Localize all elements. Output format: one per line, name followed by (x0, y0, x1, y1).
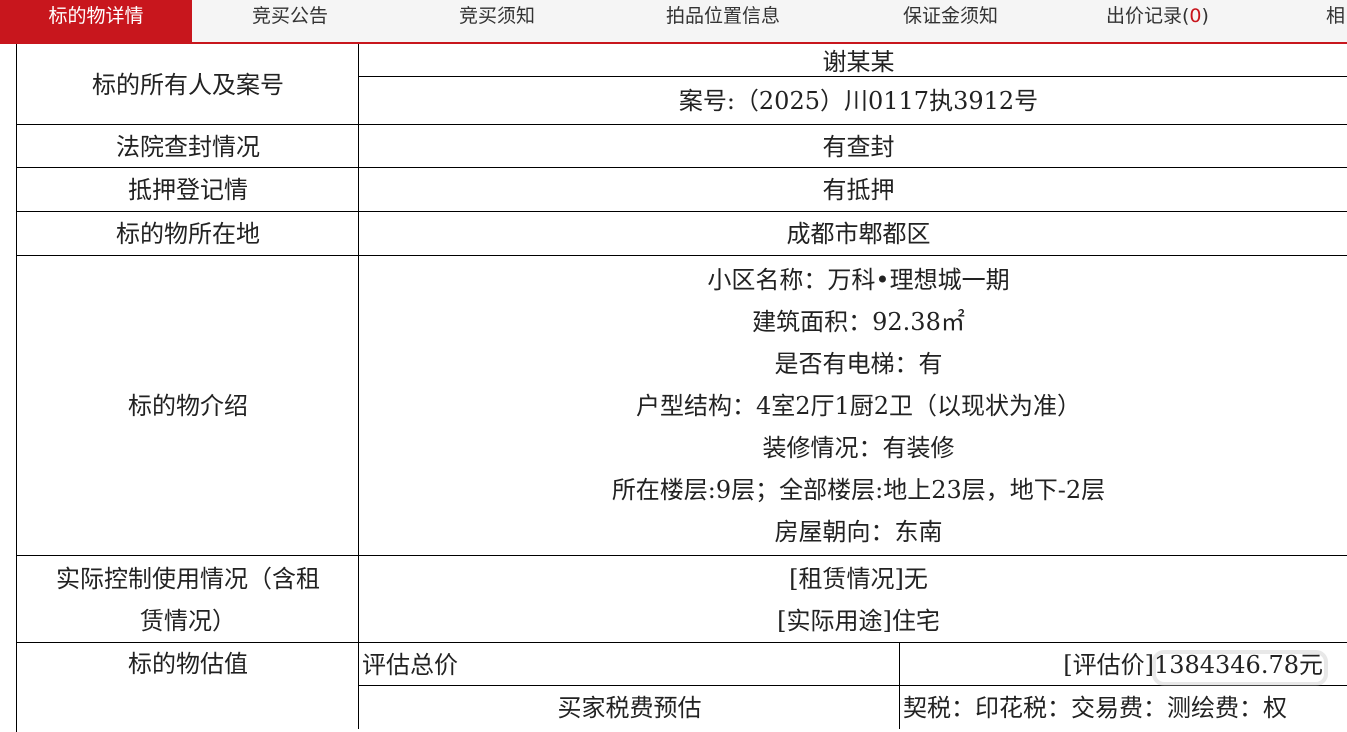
bid-count: 0 (1189, 5, 1202, 27)
tab-deposit[interactable]: 保证金须知 (903, 5, 999, 27)
seal-label: 法院查封情况 (16, 124, 359, 168)
valuation-value: [评估价]1384346.78元 (899, 642, 1347, 686)
intro-line: 是否有电梯：有 (774, 350, 943, 378)
tab-related[interactable]: 相 (1326, 5, 1346, 27)
mortgage-value: 有抵押 (358, 167, 1347, 212)
intro-line: 户型结构：4室2厅1厨2卫（以现状为准） (635, 392, 1082, 420)
control-label-line: 赁情况） (140, 606, 236, 635)
tab-bid-record[interactable]: 出价记录(0) (1106, 0, 1209, 42)
valuation-label: 标的物估值 (16, 642, 359, 732)
control-line: [租赁情况]无 (789, 564, 928, 593)
intro-line: 建筑面积：92.38㎡ (752, 308, 965, 336)
tax-label: 买家税费预估 (358, 685, 900, 729)
tab-location[interactable]: 拍品位置信息 (666, 5, 781, 27)
tab-announcement[interactable]: 竞买公告 (252, 5, 329, 27)
location-value: 成都市郫都区 (358, 211, 1347, 256)
intro-label: 标的物介绍 (16, 255, 359, 556)
case-number: 案号:（2025）川0117执3912号 (358, 76, 1347, 125)
intro-line: 小区名称：万科•理想城一期 (707, 266, 1010, 294)
intro-line: 所在楼层:9层；全部楼层:地上23层，地下-2层 (611, 476, 1106, 504)
valuation-sub-label: 评估总价 (358, 642, 900, 686)
owner-name: 谢某某 (358, 44, 1347, 77)
tab-label: 出价记录( (1106, 5, 1190, 27)
seal-value: 有查封 (358, 124, 1347, 168)
owner-label: 标的所有人及案号 (16, 44, 359, 125)
location-label: 标的物所在地 (16, 211, 359, 256)
tab-label-close: ) (1201, 5, 1209, 27)
intro-line: 装修情况：有装修 (762, 434, 955, 462)
tab-notice[interactable]: 竞买须知 (459, 5, 536, 27)
mortgage-label: 抵押登记情 (16, 167, 359, 212)
control-label-line: 实际控制使用情况（含租 (56, 564, 320, 593)
intro-line: 房屋朝向：东南 (774, 518, 943, 546)
tab-bar: 标的物详情 竞买公告 竞买须知 拍品位置信息 保证金须知 出价记录(0) 相 (0, 0, 1347, 44)
control-label: 实际控制使用情况（含租 赁情况） (16, 555, 359, 643)
intro-value: 小区名称：万科•理想城一期 建筑面积：92.38㎡ 是否有电梯：有 户型结构：4… (358, 255, 1347, 556)
control-line: [实际用途]住宅 (777, 606, 940, 635)
tax-value: 契税：印花税：交易费：测绘费：权 (899, 685, 1347, 729)
control-value: [租赁情况]无 [实际用途]住宅 (358, 555, 1347, 643)
tab-item-details[interactable]: 标的物详情 (0, 0, 192, 42)
